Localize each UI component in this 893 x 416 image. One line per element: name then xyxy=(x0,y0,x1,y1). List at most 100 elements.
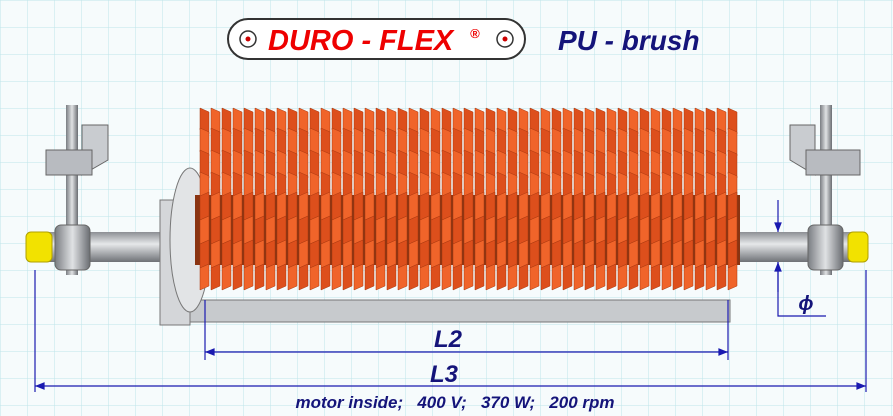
blade xyxy=(419,215,430,245)
blade xyxy=(683,239,694,269)
blade xyxy=(265,191,276,221)
blade xyxy=(507,191,518,221)
leader-line xyxy=(777,262,826,317)
blade xyxy=(309,191,320,221)
blade xyxy=(430,239,441,269)
blade xyxy=(210,215,221,245)
blade xyxy=(485,191,496,221)
blade xyxy=(496,215,507,245)
blade xyxy=(716,239,727,269)
dimension-label: L2 xyxy=(434,326,463,353)
blade xyxy=(540,191,551,221)
blade xyxy=(518,239,529,269)
blade xyxy=(221,263,232,291)
blade xyxy=(650,215,661,245)
blade xyxy=(342,239,353,269)
blade xyxy=(397,263,408,291)
blade xyxy=(496,239,507,269)
blade xyxy=(628,239,639,269)
blade xyxy=(309,263,320,291)
blade xyxy=(705,191,716,221)
blade xyxy=(507,239,518,269)
logo-mark: ® xyxy=(470,26,480,41)
blade xyxy=(639,239,650,269)
blade xyxy=(463,263,474,291)
blade xyxy=(727,239,738,269)
blade xyxy=(408,263,419,291)
blade xyxy=(694,239,705,269)
blade xyxy=(606,191,617,221)
blade xyxy=(199,191,210,221)
blade xyxy=(518,215,529,245)
blade xyxy=(727,215,738,245)
blade xyxy=(331,263,342,291)
blade xyxy=(452,263,463,291)
blade xyxy=(694,263,705,291)
blade xyxy=(485,239,496,269)
blade xyxy=(562,239,573,269)
logo-circle xyxy=(496,30,514,48)
blade xyxy=(265,239,276,269)
blade xyxy=(364,239,375,269)
blade xyxy=(265,263,276,291)
blade xyxy=(199,263,210,291)
blade xyxy=(331,239,342,269)
blade xyxy=(386,263,397,291)
blade xyxy=(661,263,672,291)
blade xyxy=(617,191,628,221)
blade xyxy=(309,239,320,269)
blade xyxy=(243,239,254,269)
blade xyxy=(232,191,243,221)
blade xyxy=(452,239,463,269)
blade xyxy=(276,263,287,291)
blade xyxy=(375,215,386,245)
blade xyxy=(683,215,694,245)
base-plate xyxy=(164,299,731,323)
blade xyxy=(232,263,243,291)
blade xyxy=(716,191,727,221)
specs: motor inside; 400 V; 370 W; 200 rpm xyxy=(296,393,615,412)
blade xyxy=(617,239,628,269)
blade xyxy=(518,263,529,291)
blade xyxy=(298,215,309,245)
blade xyxy=(287,191,298,221)
blades xyxy=(199,107,738,291)
blade xyxy=(199,215,210,245)
blade xyxy=(298,191,309,221)
blade xyxy=(342,263,353,291)
blade xyxy=(716,215,727,245)
blade xyxy=(265,215,276,245)
blade xyxy=(672,263,683,291)
blade xyxy=(540,239,551,269)
blade xyxy=(331,191,342,221)
blade xyxy=(210,263,221,291)
logo-text: DURO - FLEX xyxy=(268,25,455,57)
blade xyxy=(474,215,485,245)
blade xyxy=(650,239,661,269)
blade xyxy=(474,239,485,269)
blade xyxy=(562,215,573,245)
blade xyxy=(452,191,463,221)
blade xyxy=(661,215,672,245)
blade xyxy=(485,215,496,245)
blade xyxy=(617,263,628,291)
dimensions xyxy=(34,200,867,392)
logo-frame xyxy=(227,18,526,60)
brush-assembly xyxy=(25,105,869,326)
blade xyxy=(386,191,397,221)
blade xyxy=(562,263,573,291)
blade xyxy=(463,239,474,269)
blade xyxy=(496,263,507,291)
blade xyxy=(441,191,452,221)
blade xyxy=(353,191,364,221)
blade xyxy=(507,215,518,245)
blade xyxy=(232,239,243,269)
end-cap xyxy=(25,231,53,263)
blade xyxy=(716,263,727,291)
blade xyxy=(430,215,441,245)
blade xyxy=(276,215,287,245)
blade xyxy=(375,263,386,291)
blade xyxy=(705,263,716,291)
blade xyxy=(518,191,529,221)
blade xyxy=(298,239,309,269)
